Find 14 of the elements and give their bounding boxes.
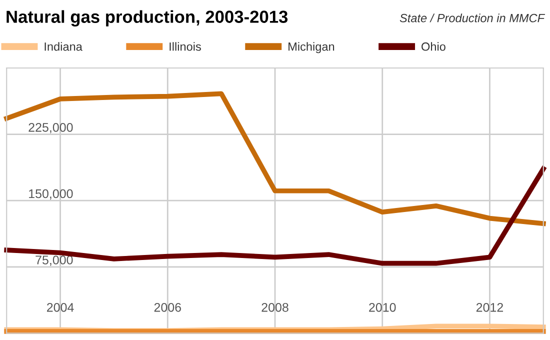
legend-label: Indiana [44, 42, 82, 51]
x-tick-label: 2012 [476, 302, 503, 312]
legend-label: Illinois [170, 42, 201, 51]
legend-label: Ohio [422, 42, 446, 51]
x-tick-label: 2008 [262, 302, 288, 312]
chart-title: Natural gas production, 2003-2013 [6, 10, 288, 26]
text: State / Production in MMCF [400, 14, 546, 22]
y-tick-label: 150,000 [29, 189, 73, 200]
x-tick-label: 2010 [369, 302, 396, 312]
y-tick-label: 225,000 [28, 122, 73, 134]
y-tick-label: 75,000 [36, 256, 73, 266]
legend-label: Michigan [288, 42, 334, 54]
x-tick-label: 2004 [47, 302, 74, 312]
x-tick-label: 2006 [154, 302, 181, 312]
